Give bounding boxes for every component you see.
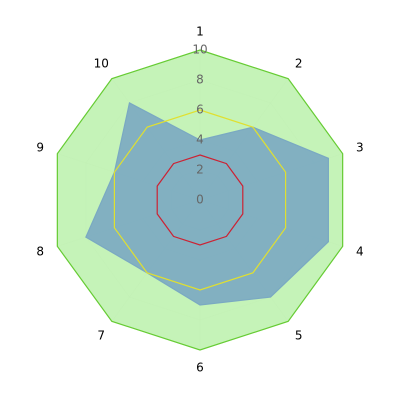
category-label: 1 bbox=[196, 25, 204, 39]
category-label: 5 bbox=[295, 328, 303, 342]
category-label: 2 bbox=[295, 57, 303, 71]
r-tick-label: 0 bbox=[196, 193, 204, 207]
r-tick-label: 8 bbox=[196, 73, 204, 87]
series-layer bbox=[56, 49, 344, 351]
series-area bbox=[113, 109, 287, 291]
r-tick-label: 4 bbox=[196, 133, 204, 147]
r-tick-label: 10 bbox=[192, 43, 207, 57]
category-label: 6 bbox=[196, 361, 204, 375]
category-label: 7 bbox=[97, 328, 105, 342]
category-label: 9 bbox=[36, 141, 44, 155]
series-area bbox=[85, 102, 329, 306]
category-label: 8 bbox=[36, 244, 44, 258]
category-label: 10 bbox=[94, 57, 109, 71]
category-label: 4 bbox=[356, 244, 364, 258]
series-area bbox=[156, 154, 244, 246]
category-label: 3 bbox=[356, 141, 364, 155]
r-tick-label: 2 bbox=[196, 163, 204, 177]
r-tick-label: 6 bbox=[196, 103, 204, 117]
